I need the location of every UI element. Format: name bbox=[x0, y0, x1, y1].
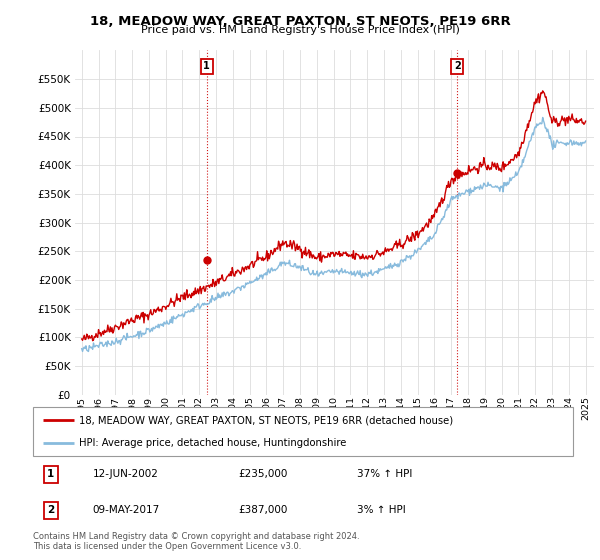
Text: 1: 1 bbox=[47, 469, 55, 479]
Text: 1: 1 bbox=[203, 62, 210, 72]
Text: 2: 2 bbox=[47, 506, 55, 515]
Text: £235,000: £235,000 bbox=[238, 469, 287, 479]
Text: 09-MAY-2017: 09-MAY-2017 bbox=[92, 506, 160, 515]
Text: Contains HM Land Registry data © Crown copyright and database right 2024.
This d: Contains HM Land Registry data © Crown c… bbox=[33, 532, 359, 552]
Text: 37% ↑ HPI: 37% ↑ HPI bbox=[357, 469, 412, 479]
Text: 18, MEADOW WAY, GREAT PAXTON, ST NEOTS, PE19 6RR (detached house): 18, MEADOW WAY, GREAT PAXTON, ST NEOTS, … bbox=[79, 416, 453, 426]
Text: Price paid vs. HM Land Registry's House Price Index (HPI): Price paid vs. HM Land Registry's House … bbox=[140, 25, 460, 35]
Text: £387,000: £387,000 bbox=[238, 506, 287, 515]
Text: 18, MEADOW WAY, GREAT PAXTON, ST NEOTS, PE19 6RR: 18, MEADOW WAY, GREAT PAXTON, ST NEOTS, … bbox=[89, 15, 511, 27]
Text: 3% ↑ HPI: 3% ↑ HPI bbox=[357, 506, 406, 515]
Text: 12-JUN-2002: 12-JUN-2002 bbox=[92, 469, 158, 479]
Text: 2: 2 bbox=[454, 62, 461, 72]
Text: HPI: Average price, detached house, Huntingdonshire: HPI: Average price, detached house, Hunt… bbox=[79, 438, 346, 448]
